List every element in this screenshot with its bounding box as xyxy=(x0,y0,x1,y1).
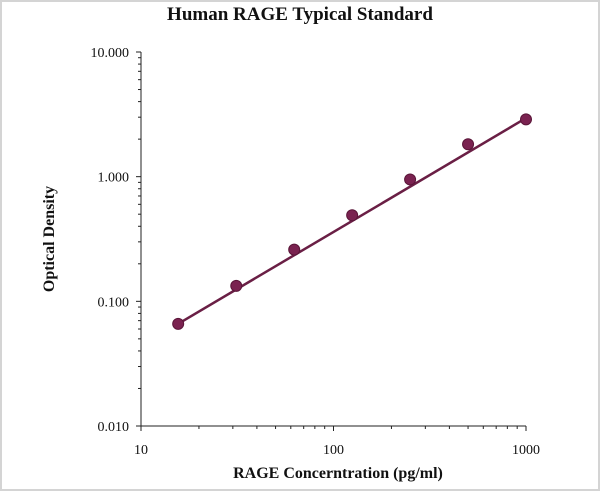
y-axis-label: Optical Density xyxy=(41,185,58,293)
x-tick-label: 1000 xyxy=(512,443,540,458)
y-tick-label: 0.100 xyxy=(98,295,130,310)
data-point xyxy=(404,173,417,186)
data-point xyxy=(172,317,185,330)
data-point xyxy=(288,243,301,256)
x-tick-label: 100 xyxy=(323,443,344,458)
y-tick-label: 1.000 xyxy=(98,171,130,186)
data-point xyxy=(520,113,532,126)
x-tick-label: 10 xyxy=(134,443,148,458)
x-axis-label: RAGE Concerntration (pg/ml) xyxy=(233,465,443,482)
data-point xyxy=(462,138,475,151)
data-point xyxy=(346,209,359,222)
y-tick-label: 10.000 xyxy=(91,46,130,61)
y-tick-label: 0.010 xyxy=(98,420,130,435)
data-point xyxy=(230,279,243,292)
chart-title: Human RAGE Typical Standard xyxy=(167,4,433,25)
